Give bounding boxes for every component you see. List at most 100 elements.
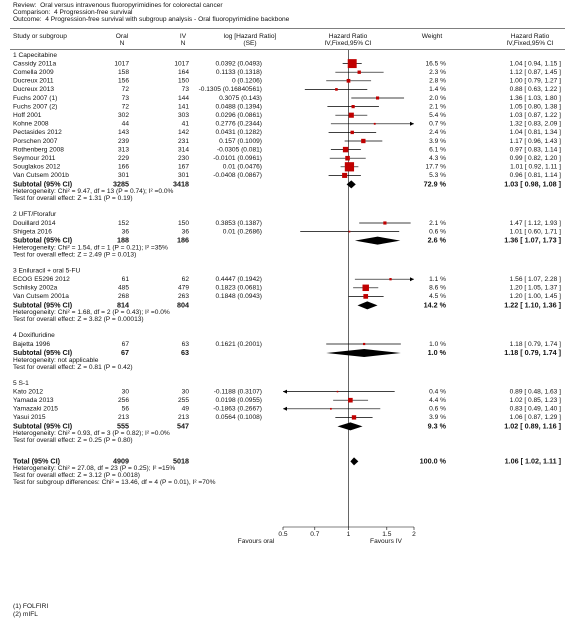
oral-n: 268 bbox=[118, 293, 129, 300]
hr-ci: 1.20 [ 1.05, 1.37 ] bbox=[510, 285, 561, 292]
oral-n: 1017 bbox=[114, 60, 129, 67]
review: Review: Oral versus intravenous fluoropy… bbox=[13, 2, 223, 9]
iv-n: 63 bbox=[181, 348, 189, 357]
col-header: N bbox=[120, 40, 125, 47]
weight: 0.4 % bbox=[429, 388, 446, 395]
hr-ci: 1.06 [ 0.87, 1.29 ] bbox=[510, 414, 561, 421]
oral-n: 313 bbox=[118, 146, 129, 153]
iv-n: 73 bbox=[182, 86, 190, 93]
log-hr-se: 0.157 (0.1009) bbox=[219, 138, 262, 145]
hr-diamond bbox=[357, 301, 378, 310]
iv-n: 41 bbox=[182, 121, 190, 128]
row-label: Total (95% CI) bbox=[13, 456, 61, 465]
hr-marker bbox=[363, 342, 366, 346]
weight: 6.1 % bbox=[429, 146, 446, 153]
weight: 1.4 % bbox=[429, 86, 446, 93]
weight: 5.4 % bbox=[429, 112, 446, 119]
heterogeneity: Heterogeneity: Chi² = 0.93, df = 3 (P = … bbox=[13, 430, 170, 437]
col-header: log [Hazard Ratio] bbox=[224, 33, 277, 40]
hr-ci: 1.18 [ 0.79, 1.74 ] bbox=[510, 341, 561, 348]
row-label: Kohne 2008 bbox=[13, 121, 49, 128]
row-label: Comella 2009 bbox=[13, 69, 54, 76]
weight: 17.7 % bbox=[425, 164, 446, 171]
col-header: N bbox=[181, 40, 186, 47]
row-label: Yamada 2013 bbox=[13, 397, 54, 404]
iv-n: 3418 bbox=[173, 179, 189, 188]
hr-marker bbox=[350, 130, 354, 135]
oral-n: 555 bbox=[117, 421, 129, 430]
group-label: 1 Capecitabine bbox=[13, 52, 57, 59]
iv-n: 230 bbox=[178, 155, 189, 162]
iv-n: 164 bbox=[178, 69, 189, 76]
row-label: Yamazaki 2015 bbox=[13, 406, 58, 413]
total-note: Test for overall effect: Z = 3.12 (P = 0… bbox=[13, 472, 140, 479]
x-tick-label: 1 bbox=[347, 531, 351, 538]
weight: 8.6 % bbox=[429, 285, 446, 292]
hr-marker bbox=[376, 96, 380, 100]
col-header: Oral bbox=[116, 33, 129, 40]
hr-ci: 1.12 [ 0.87, 1.45 ] bbox=[510, 69, 561, 76]
hr-ci: 0.96 [ 0.81, 1.14 ] bbox=[510, 172, 561, 179]
total-note: Test for subgroup differences: Chi² = 13… bbox=[13, 479, 216, 486]
row-label: Subtotal (95% CI) bbox=[13, 421, 73, 430]
overall-effect: Test for overall effect: Z = 1.31 (P = 0… bbox=[13, 195, 133, 202]
weight: 4.3 % bbox=[429, 155, 446, 162]
hr-ci: 1.22 [ 1.10, 1.36 ] bbox=[504, 300, 561, 309]
weight: 100.0 % bbox=[420, 456, 447, 465]
hr-ci: 0.89 [ 0.48, 1.63 ] bbox=[510, 388, 561, 395]
iv-n: 213 bbox=[178, 414, 189, 421]
col-header: IV,Fixed,95% CI bbox=[324, 40, 371, 47]
oral-n: 213 bbox=[118, 414, 129, 421]
row-label: Ducreux 2013 bbox=[13, 86, 54, 93]
comparison: Comparison: 4 Progression-free survival bbox=[13, 9, 133, 16]
oral-n: 256 bbox=[118, 397, 129, 404]
oral-n: 302 bbox=[118, 112, 129, 119]
overall-effect: Test for overall effect: Z = 2.49 (P = 0… bbox=[13, 251, 136, 258]
oral-n: 239 bbox=[118, 138, 129, 145]
iv-n: 63 bbox=[182, 341, 190, 348]
oral-n: 485 bbox=[118, 285, 129, 292]
log-hr-se: 0.0296 (0.0861) bbox=[215, 112, 262, 119]
weight: 14.2 % bbox=[424, 300, 447, 309]
hr-ci: 1.02 [ 0.85, 1.23 ] bbox=[510, 397, 561, 404]
row-label: Schilsky 2002a bbox=[13, 285, 58, 292]
oral-n: 3285 bbox=[113, 179, 129, 188]
oral-n: 67 bbox=[122, 341, 130, 348]
oral-n: 814 bbox=[117, 300, 129, 309]
iv-n: 141 bbox=[178, 103, 189, 110]
hr-ci: 1.06 [ 1.02, 1.11 ] bbox=[505, 456, 561, 465]
oral-n: 72 bbox=[122, 103, 130, 110]
iv-n: 30 bbox=[182, 388, 190, 395]
hr-ci: 0.97 [ 0.83, 1.14 ] bbox=[510, 146, 561, 153]
hr-marker bbox=[357, 70, 361, 74]
log-hr-se: 0.3075 (0.143) bbox=[219, 95, 262, 102]
iv-n: 186 bbox=[177, 236, 189, 245]
oral-n: 72 bbox=[122, 86, 130, 93]
row-label: Rothenberg 2008 bbox=[13, 146, 64, 153]
col-header: Weight bbox=[422, 33, 443, 40]
log-hr-se: 0.01 (0.2686) bbox=[223, 228, 262, 235]
iv-n: 303 bbox=[178, 112, 189, 119]
iv-n: 142 bbox=[178, 129, 189, 136]
col-header: Hazard Ratio bbox=[329, 33, 368, 40]
row-label: Douillard 2014 bbox=[13, 220, 56, 227]
iv-n: 263 bbox=[178, 293, 189, 300]
row-label: Shigeta 2016 bbox=[13, 228, 52, 235]
row-label: Pectasides 2012 bbox=[13, 129, 62, 136]
row-label: Subtotal (95% CI) bbox=[13, 179, 73, 188]
iv-n: 547 bbox=[177, 421, 189, 430]
iv-n: 167 bbox=[178, 164, 189, 171]
group-label: 3 Eniluracil + oral 5-FU bbox=[13, 267, 80, 274]
log-hr-se: 0.2776 (0.2344) bbox=[215, 121, 262, 128]
hr-ci: 1.01 [ 0.92, 1.11 ] bbox=[510, 164, 561, 171]
overall-effect: Test for overall effect: Z = 0.25 (P = 0… bbox=[13, 437, 133, 444]
iv-n: 231 bbox=[178, 138, 189, 145]
weight: 5.3 % bbox=[429, 172, 446, 179]
outcome: Outcome: 4 Progression-free survival wit… bbox=[13, 16, 290, 23]
log-hr-se: -0.0101 (0.0961) bbox=[213, 155, 262, 162]
oral-n: 30 bbox=[122, 388, 130, 395]
heterogeneity: Heterogeneity: Chi² = 1.68, df = 2 (P = … bbox=[13, 309, 170, 316]
iv-n: 49 bbox=[182, 406, 190, 413]
hr-ci: 1.32 [ 0.83, 2.09 ] bbox=[510, 121, 561, 128]
